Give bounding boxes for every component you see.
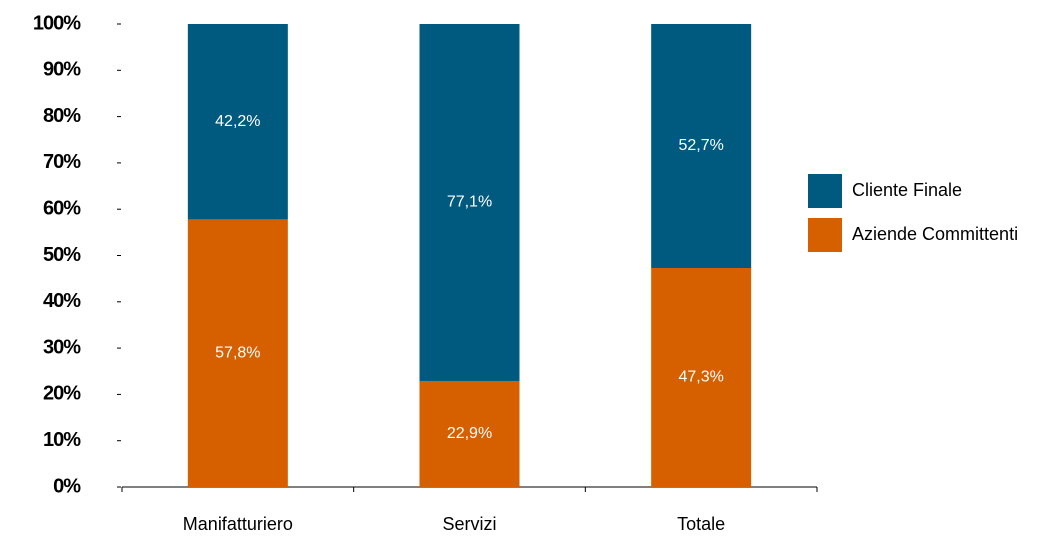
y-tick-label: 80% [43, 105, 81, 127]
y-tick-label: 10% [43, 429, 81, 451]
bar-segment [187, 219, 288, 488]
y-tick-label: 60% [43, 197, 81, 219]
y-tick-label: 30% [43, 336, 81, 358]
x-tick-label: Manifatturiero [183, 514, 293, 534]
value-label: 52,7% [678, 137, 723, 154]
bar-segment [651, 24, 752, 269]
x-tick-label: Totale [677, 514, 725, 534]
y-tick-label: 90% [43, 59, 81, 81]
bar-segment [651, 268, 752, 487]
bar-segment [187, 24, 288, 220]
bar-segment [419, 380, 520, 487]
value-label: 77,1% [447, 194, 492, 211]
y-tick-label: 0% [53, 475, 81, 497]
y-tick-label: 40% [43, 290, 81, 312]
y-tick-label: 70% [43, 151, 81, 173]
y-tick-label: 100% [33, 12, 81, 34]
legend-label: Cliente Finale [852, 180, 962, 200]
legend-swatch [808, 218, 842, 252]
bar-segment [419, 24, 520, 381]
legend-label: Aziende Committenti [852, 224, 1018, 244]
value-label: 57,8% [215, 344, 260, 361]
value-label: 42,2% [215, 113, 260, 130]
y-tick-label: 20% [43, 383, 81, 405]
y-tick-label: 50% [43, 244, 81, 266]
x-tick-label: Servizi [442, 514, 496, 534]
value-label: 22,9% [447, 425, 492, 442]
legend-swatch [808, 174, 842, 208]
value-label: 47,3% [678, 369, 723, 386]
